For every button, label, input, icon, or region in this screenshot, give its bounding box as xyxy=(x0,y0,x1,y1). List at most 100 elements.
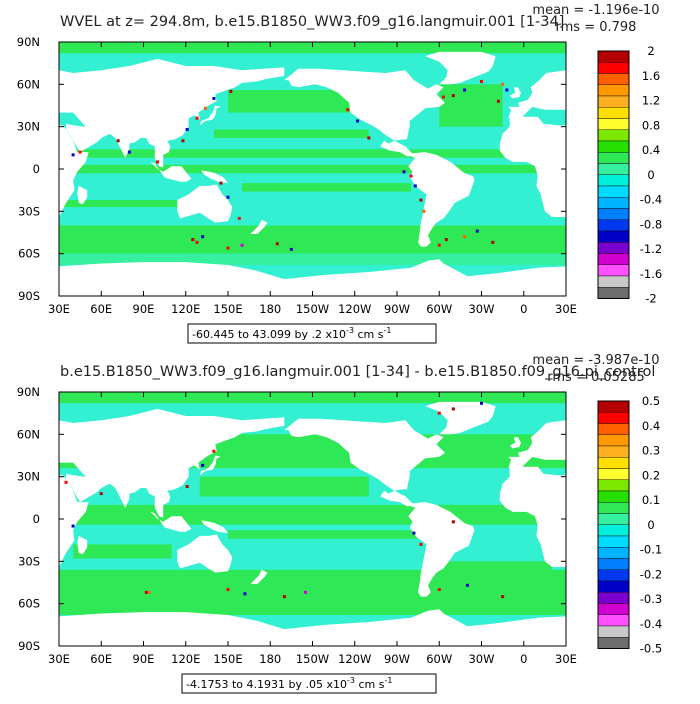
panel-2-land-greenland xyxy=(425,401,496,435)
panel-1-band-7 xyxy=(242,183,412,192)
panel-1-band-1 xyxy=(59,42,566,54)
panel-1-axes: 30E 60E 90E 120E 150E 180 150W 120W 90W 60W 30W 0 30… xyxy=(17,35,577,316)
panel-2-extreme-cell xyxy=(501,595,505,599)
panel-2-range-frame xyxy=(181,673,437,694)
panel-2-extreme-cell xyxy=(303,590,307,594)
panel-1-xtick-label: 30W xyxy=(468,302,494,316)
panel-1-band-9 xyxy=(59,225,566,254)
panel-2-xtick-label: 150W xyxy=(296,652,329,666)
panel-2-colorbar-label: 0.2 xyxy=(642,468,660,482)
panel-1-colorbar-swatch xyxy=(597,275,630,288)
panel-1-xtick-label: 180 xyxy=(259,302,281,316)
panel-2-colorbar-swatch xyxy=(597,547,630,559)
panel-2-extreme-cell xyxy=(243,592,247,596)
panel-2-extreme-cell xyxy=(71,524,75,528)
panel-2-land-antarctica xyxy=(59,609,566,646)
panel-2-band-6 xyxy=(73,544,172,559)
panel-2-extreme-cell xyxy=(419,542,423,546)
panel-2-colorbar-swatch xyxy=(597,614,630,627)
panel-1-land-africa-east xyxy=(59,125,89,217)
panel-2-extreme-cell xyxy=(144,590,148,594)
panel-2-colorbar-label: -0.3 xyxy=(640,592,662,606)
panel-2-xtick-label: 30E xyxy=(555,652,577,666)
panel-2-colorbar-swatch xyxy=(597,412,630,424)
panel-1-extreme-cell xyxy=(181,139,185,143)
panel-1-land xyxy=(59,51,566,296)
panel-1-extreme-cell xyxy=(229,89,233,93)
panel-2-extreme-cell xyxy=(147,590,151,594)
panel-1-extreme-cell xyxy=(451,94,455,98)
panel-2-colorbar-frame xyxy=(597,400,630,649)
panel-1-extreme-cell xyxy=(480,80,483,84)
panel-2-range-exp: -3 xyxy=(347,676,355,685)
panel-1-colorbar-frame xyxy=(597,50,630,299)
panel-1-rms: rms = 0.798 xyxy=(556,20,637,35)
panel-2-extreme-cell xyxy=(212,449,216,453)
panel-2-colorbar-swatch xyxy=(597,423,630,435)
panel-2-land-americas-north xyxy=(284,418,445,508)
panel-1-range-box: -60.445 to 43.099 by .2 x10-3 cm s-1 xyxy=(187,323,437,344)
panel-2-xtick-label: 90W xyxy=(384,652,410,666)
panel-2-land-japan xyxy=(199,455,221,476)
panel-2-colorbar-swatch xyxy=(597,434,630,447)
panel-2-colorbar-swatch xyxy=(597,569,630,582)
panel-1-colorbar-swatch xyxy=(597,152,630,164)
panel-1-extreme-cell xyxy=(226,195,230,199)
panel-2-band-4 xyxy=(59,504,566,525)
panel-2-land-new-zealand xyxy=(250,569,268,584)
panel-1-colorbar-swatch xyxy=(597,84,630,97)
panel-2-colorbar-swatch xyxy=(597,625,630,638)
panel-2-extreme-cell xyxy=(451,520,455,524)
panel-1-land-arabia xyxy=(66,123,102,153)
panel-1-coastal-extremes xyxy=(71,80,509,251)
panel-2-ytick-label: 30S xyxy=(18,554,40,568)
panel-1-extreme-cell xyxy=(419,198,423,202)
panel-1-xtick-label: 120W xyxy=(338,302,371,316)
panel-2-colorbar-label: 0.5 xyxy=(642,394,660,408)
panel-1-extreme-cell xyxy=(463,235,467,239)
panel-1-extreme-cell xyxy=(226,246,230,250)
panel-2-axes: 30E 60E 90E 120E 150E 180 150W 120W 90W 60W 30W 0 30… xyxy=(17,385,577,666)
panel-1-land-indonesia xyxy=(150,161,192,182)
panel-2-ytick-label: 60S xyxy=(18,597,40,611)
panel-2-land-australia xyxy=(177,534,233,573)
panel-1-extreme-cell xyxy=(346,108,350,112)
panel-1-land-british-isles xyxy=(509,87,521,99)
panel-2-land-africa-west xyxy=(499,466,566,567)
panel-1-extreme-cell xyxy=(212,96,216,100)
panel-1-xtick-label: 90E xyxy=(133,302,155,316)
panel-1-extreme-cell xyxy=(413,184,417,188)
panel-1-ytick-label: 30S xyxy=(18,204,40,218)
panel-2-xtick-label: 30E xyxy=(48,652,70,666)
panel-2-colorbar-label: -0.5 xyxy=(640,642,662,656)
panel-1-extreme-cell xyxy=(356,119,360,123)
panel-1-extreme-cell xyxy=(156,160,160,164)
panel-1-land-antarctica xyxy=(59,259,566,296)
panel-1-land-new-zealand xyxy=(250,219,268,234)
panel-1-colorbar-label: 0.8 xyxy=(642,118,660,132)
panel-1-colorbar-label: -0.8 xyxy=(640,217,662,231)
panel-2-range-box: -4.1753 to 4.1931 by .05 x10-3 cm s-1 xyxy=(181,673,437,694)
panel-2-band-8 xyxy=(59,569,566,615)
panel-1-range-units: cm s xyxy=(354,328,384,341)
panel-1-colorbar-swatch xyxy=(597,197,630,209)
panel-2-extreme-cell xyxy=(201,463,205,467)
panel-1-band-3 xyxy=(439,84,503,127)
panel-1-title: WVEL at z= 294.8m, b.e15.B1850_WW3.f09_g… xyxy=(60,14,564,30)
panel-1-colorbar-label: -1.2 xyxy=(640,242,662,256)
panel-1-extreme-cell xyxy=(237,216,241,220)
panel-1-band-2 xyxy=(228,89,355,113)
panel-2-band-5 xyxy=(228,530,426,539)
panel-2-colorbar-swatch xyxy=(597,580,630,593)
panel-1-ytick-label: 90S xyxy=(18,289,40,303)
panel-2-land-madagascar xyxy=(77,535,88,555)
panel-1-colorbar: 2 1.6 1.2 0.8 0.4 0 -0.4 -0.8 -1.2 -1.6 -2 xyxy=(597,44,662,306)
panel-2-land-arabia xyxy=(66,473,102,503)
panel-1-extreme-cell xyxy=(444,238,448,242)
panel-2-colorbar-label: -0.4 xyxy=(640,617,662,631)
panel-2-extreme-cell xyxy=(437,411,441,415)
panel-1-extreme-cell xyxy=(201,235,205,239)
panel-1-xtick-label: 60E xyxy=(90,302,112,316)
panel-2-land xyxy=(59,401,566,646)
panel-2-xtick-label: 0 xyxy=(520,652,527,666)
